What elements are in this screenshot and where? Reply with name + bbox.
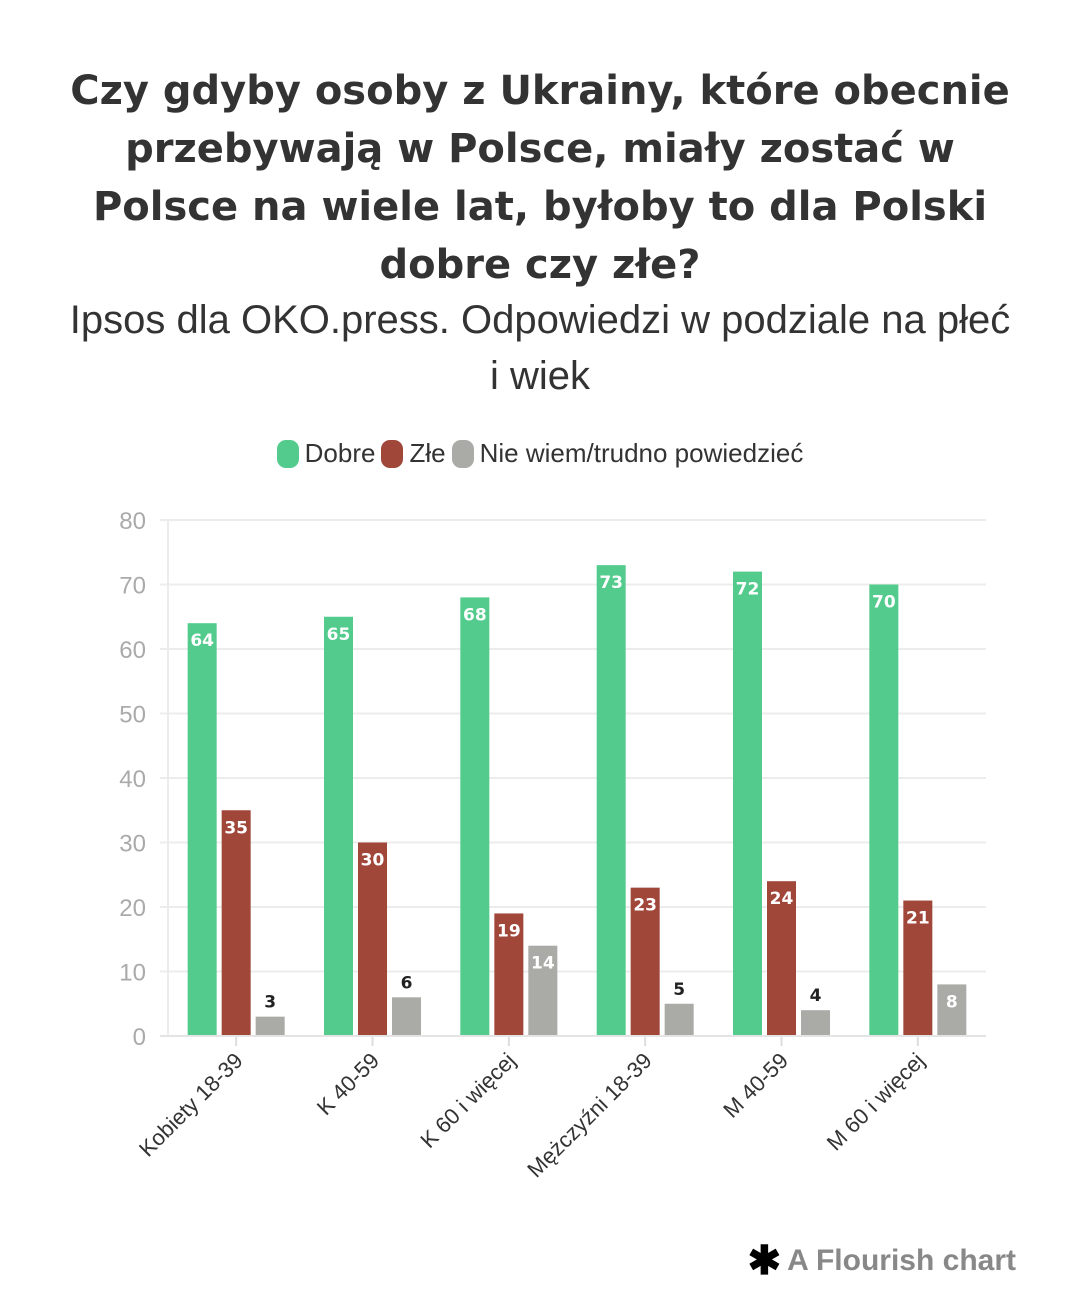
bar-dobre: [869, 584, 899, 1036]
data-label: 19: [497, 921, 521, 941]
data-label: 14: [531, 954, 555, 974]
legend-item-zle[interactable]: Złe: [381, 438, 446, 469]
data-label: 64: [190, 631, 214, 651]
data-label: 65: [327, 625, 351, 645]
bar-dobre: [596, 565, 626, 1036]
data-label: 30: [361, 851, 385, 871]
data-label: 24: [770, 889, 794, 909]
legend-label: Dobre: [304, 438, 376, 468]
bar-dobre: [324, 616, 353, 1036]
bar-dobre: [187, 623, 217, 1036]
y-tick-label: 0: [133, 1024, 146, 1051]
bar-nie-wiem-trudno-powiedzie-: [937, 984, 967, 1036]
chart-title: Czy gdyby osoby z Ukrainy, które obecnie…: [70, 68, 1010, 288]
data-label: 5: [673, 980, 685, 1000]
bar-z-e: [221, 810, 251, 1036]
x-tick-label: Mężczyźni 18-39: [522, 1048, 656, 1182]
legend-swatch: [381, 439, 404, 468]
data-label: 4: [810, 986, 822, 1006]
data-label: 3: [264, 993, 276, 1013]
data-label: 70: [872, 593, 896, 613]
bar-nie-wiem-trudno-powiedzie-: [664, 1003, 694, 1036]
y-tick-label: 20: [119, 895, 146, 922]
y-tick-label: 10: [119, 960, 146, 987]
legend-swatch: [451, 439, 474, 468]
x-tick-label: K 40-59: [312, 1048, 384, 1120]
data-label: 72: [736, 580, 760, 600]
bar-z-e: [903, 900, 933, 1036]
bar-z-e: [494, 913, 524, 1036]
y-tick-label: 40: [119, 766, 146, 793]
legend-item-dobre[interactable]: Dobre: [276, 438, 376, 469]
legend-swatch: [276, 439, 299, 468]
chart-subtitle: Ipsos dla OKO.press. Odpowiedzi w podzia…: [69, 298, 1011, 398]
x-tick-label: M 40-59: [718, 1048, 793, 1123]
y-tick-label: 70: [119, 573, 146, 600]
y-tick-label: 80: [119, 508, 146, 535]
x-tick-label: M 60 i więcej: [822, 1048, 930, 1156]
bar-nie-wiem-trudno-powiedzie-: [392, 997, 421, 1036]
data-label: 73: [599, 573, 623, 593]
legend-label: Nie wiem/trudno powiedzieć: [479, 438, 804, 468]
bar-z-e: [358, 842, 387, 1036]
y-tick-label: 50: [119, 702, 146, 729]
data-label: 21: [906, 909, 930, 929]
data-label: 23: [633, 896, 657, 916]
flourish-credit-label: A Flourish chart: [787, 1244, 1016, 1277]
bar-z-e: [630, 887, 660, 1036]
x-tick-label: K 60 i więcej: [415, 1048, 520, 1153]
legend-label: Złe: [409, 438, 446, 468]
y-tick-label: 60: [119, 637, 146, 664]
x-tick-label: Kobiety 18-39: [134, 1048, 248, 1162]
data-label: 8: [946, 992, 958, 1012]
data-label: 35: [224, 818, 248, 838]
bar-nie-wiem-trudno-powiedzie-: [528, 945, 558, 1036]
bar-nie-wiem-trudno-powiedzie-: [801, 1010, 830, 1036]
bar-nie-wiem-trudno-powiedzie-: [255, 1016, 285, 1036]
data-label: 68: [463, 605, 487, 625]
flourish-credit[interactable]: ✱ A Flourish chart: [747, 1239, 1016, 1283]
bar-z-e: [767, 881, 796, 1036]
y-tick-label: 30: [119, 831, 146, 858]
bar-dobre: [733, 571, 762, 1036]
legend-item-nie-wiem[interactable]: Nie wiem/trudno powiedzieć: [451, 438, 804, 469]
flourish-star-icon: ✱: [747, 1239, 782, 1283]
bar-dobre: [460, 597, 490, 1036]
legend: Dobre Złe Nie wiem/trudno powiedzieć: [0, 438, 1080, 469]
data-label: 6: [401, 973, 413, 993]
